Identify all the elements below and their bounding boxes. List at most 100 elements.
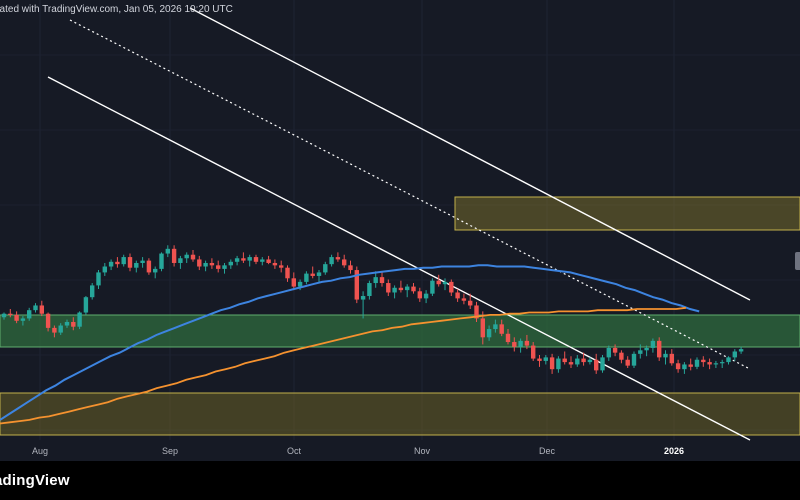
candle-body-68 [430, 280, 435, 294]
x-tick-label-0: Aug [32, 446, 48, 456]
candle-body-41 [260, 259, 265, 262]
candle-body-108 [682, 364, 687, 370]
candle-body-31 [197, 259, 202, 267]
candle-body-65 [411, 286, 416, 292]
candle-body-95 [600, 357, 605, 371]
candle-body-72 [455, 292, 460, 299]
candle-body-7 [45, 313, 51, 328]
channel-upper-line [189, 7, 751, 301]
candle-body-18 [115, 261, 120, 265]
candle-body-79 [499, 324, 504, 334]
candle-body-102 [644, 347, 649, 351]
candle-body-47 [297, 281, 303, 287]
candle-body-39 [247, 257, 252, 261]
candle-body-106 [669, 353, 674, 364]
candle-body-101 [638, 350, 643, 354]
candle-body-83 [524, 340, 530, 346]
candle-body-45 [285, 267, 290, 279]
candle-body-82 [518, 340, 523, 347]
candle-body-0 [1, 313, 7, 318]
candle-body-97 [612, 347, 618, 353]
candle-body-91 [575, 358, 580, 365]
candle-body-13 [83, 297, 89, 313]
candle-body-80 [505, 333, 511, 343]
x-tick-label-4: Dec [539, 446, 556, 456]
candle-body-27 [171, 248, 177, 263]
candle-body-92 [581, 358, 586, 363]
candle-body-35 [222, 265, 227, 269]
candle-body-90 [568, 362, 574, 365]
price-scale-handle[interactable] [795, 252, 800, 270]
candle-body-112 [707, 362, 712, 365]
candlestick-series [1, 245, 744, 374]
candle-body-116 [732, 351, 737, 358]
candle-body-66 [417, 291, 422, 299]
candle-body-67 [423, 293, 429, 299]
time-axis: Aug Sep Oct Nov Dec 2026 [32, 446, 684, 456]
candle-body-69 [436, 280, 441, 285]
candle-body-109 [688, 364, 693, 367]
candle-body-21 [134, 262, 139, 268]
candle-body-10 [64, 321, 70, 326]
candle-body-51 [323, 264, 328, 273]
candle-body-29 [184, 254, 189, 259]
candle-body-4 [27, 310, 32, 319]
tradingview-logo[interactable]: adingView [0, 472, 70, 489]
candle-body-63 [398, 287, 404, 291]
candle-body-25 [159, 253, 164, 269]
candle-body-71 [449, 281, 454, 293]
candle-body-77 [486, 329, 492, 338]
candle-body-55 [348, 265, 353, 271]
candle-body-75 [474, 305, 479, 319]
x-tick-label-2: Oct [287, 446, 302, 456]
candle-body-14 [90, 285, 95, 298]
moving-averages [0, 264, 700, 425]
candle-body-105 [663, 353, 668, 358]
candle-body-42 [266, 259, 271, 263]
channel-lower-line [47, 76, 751, 441]
candle-body-78 [493, 324, 498, 330]
candle-body-11 [71, 321, 76, 327]
candle-body-52 [329, 257, 334, 265]
candle-body-94 [594, 359, 599, 371]
candle-body-86 [543, 357, 548, 361]
candle-body-17 [108, 261, 114, 267]
candle-body-32 [203, 262, 208, 267]
candle-body-113 [713, 363, 719, 365]
candle-body-36 [228, 261, 233, 266]
candle-body-20 [127, 257, 133, 268]
candle-body-9 [58, 325, 63, 333]
x-tick-label-1: Sep [162, 446, 178, 456]
support-zone [0, 314, 800, 348]
ma-blue-line [0, 264, 700, 421]
candle-body-73 [461, 298, 467, 301]
candle-body-44 [279, 265, 284, 268]
candle-body-58 [367, 283, 372, 297]
candle-body-50 [316, 272, 322, 276]
candle-body-107 [675, 363, 681, 370]
chart-attribution: eated with TradingView.com, Jan 05, 2026… [0, 4, 233, 15]
candle-body-70 [442, 281, 448, 285]
candle-body-74 [468, 300, 473, 306]
price-chart[interactable]: Aug Sep Oct Nov Dec 2026 [0, 0, 800, 461]
candle-body-93 [587, 359, 593, 363]
candle-body-54 [342, 259, 347, 266]
candle-body-110 [694, 359, 700, 367]
candle-body-33 [209, 262, 215, 266]
candle-body-103 [650, 340, 656, 348]
candle-body-22 [140, 260, 145, 263]
candle-body-53 [335, 257, 341, 260]
price-zones [0, 196, 800, 436]
lower-zone [0, 392, 800, 436]
candle-body-37 [234, 258, 240, 262]
x-tick-label-5: 2026 [664, 446, 684, 456]
candle-body-99 [625, 359, 630, 366]
candle-body-62 [392, 287, 397, 293]
x-tick-label-3: Nov [414, 446, 431, 456]
candle-body-48 [304, 273, 309, 282]
candle-body-81 [512, 342, 517, 347]
candle-body-40 [253, 257, 259, 262]
candle-body-6 [39, 305, 44, 314]
candle-body-64 [405, 286, 410, 291]
candle-body-56 [354, 270, 359, 300]
